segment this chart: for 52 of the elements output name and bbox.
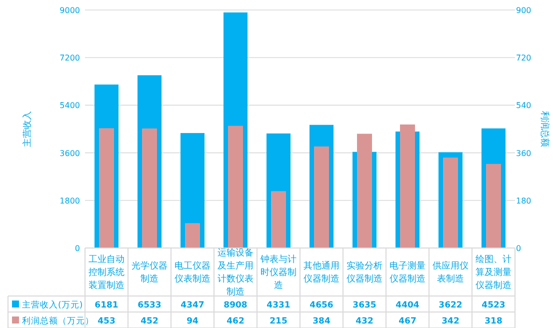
x-tick-label: 其他通用仪器制造 (304, 260, 340, 284)
data-label: 215 (270, 316, 288, 326)
data-label: 452 (140, 316, 158, 326)
x-tick-label: 供应用仪表制造 (432, 260, 468, 284)
y2-tick-label: 180 (516, 196, 532, 206)
y-tick-label: 9000 (60, 6, 80, 15)
y2-tick-label: 0 (516, 244, 522, 253)
data-label: 6533 (138, 300, 162, 310)
y2-tick-label: 720 (516, 54, 532, 63)
data-label: 453 (98, 316, 116, 326)
y-axis-title: 主营收入 (22, 111, 33, 147)
data-label: 8908 (224, 300, 248, 310)
data-label: 4347 (180, 300, 204, 310)
data-label: 94 (186, 316, 198, 326)
data-label: 4331 (266, 300, 290, 310)
data-label: 467 (398, 316, 416, 326)
bar (99, 128, 114, 248)
bar (142, 128, 157, 248)
legend-label: 主营收入(万元) (22, 300, 83, 310)
y-tick-label: 7200 (60, 54, 80, 63)
y-tick-label: 5400 (60, 101, 80, 110)
x-tick-label: 光学仪器制造 (132, 260, 168, 284)
y2-tick-label: 900 (516, 6, 532, 15)
x-tick-label: 绘图、计算及测量仪器制造 (476, 254, 512, 291)
y-tick-label: 3600 (60, 148, 80, 158)
y2-tick-label: 360 (516, 148, 532, 158)
x-tick-label: 工业自动控制系统装置制造 (88, 254, 124, 291)
data-label: 318 (484, 316, 502, 326)
x-tick-label: 钟表与计时仪器制造 (260, 254, 296, 291)
y2-tick-label: 540 (516, 101, 532, 110)
data-label: 3622 (438, 300, 462, 310)
data-label: 432 (356, 316, 374, 326)
data-label: 342 (442, 316, 460, 326)
x-tick-label: 电子测量仪器制造 (390, 260, 426, 284)
bar (228, 126, 243, 248)
data-label: 384 (312, 316, 330, 326)
data-label: 462 (226, 316, 244, 326)
x-tick-label: 电工仪器仪表制造 (174, 260, 210, 284)
data-label: 4404 (396, 300, 420, 310)
x-tick-label: 运输设备及生产用计数仪表制造 (218, 248, 254, 298)
y-tick-label: 0 (74, 244, 80, 253)
y-tick-label: 1800 (60, 196, 80, 206)
data-label: 3635 (352, 300, 376, 310)
x-tick-label: 实验分析仪器制造 (346, 260, 382, 284)
data-label: 6181 (94, 300, 118, 310)
bar (486, 164, 501, 248)
bar (185, 223, 200, 248)
data-label: 4656 (310, 300, 334, 310)
bar (271, 191, 286, 248)
y2-axis-title: 利润总额 (539, 111, 550, 147)
legend-label: 利润总额（万元） (22, 316, 94, 326)
data-label: 4523 (482, 300, 506, 310)
